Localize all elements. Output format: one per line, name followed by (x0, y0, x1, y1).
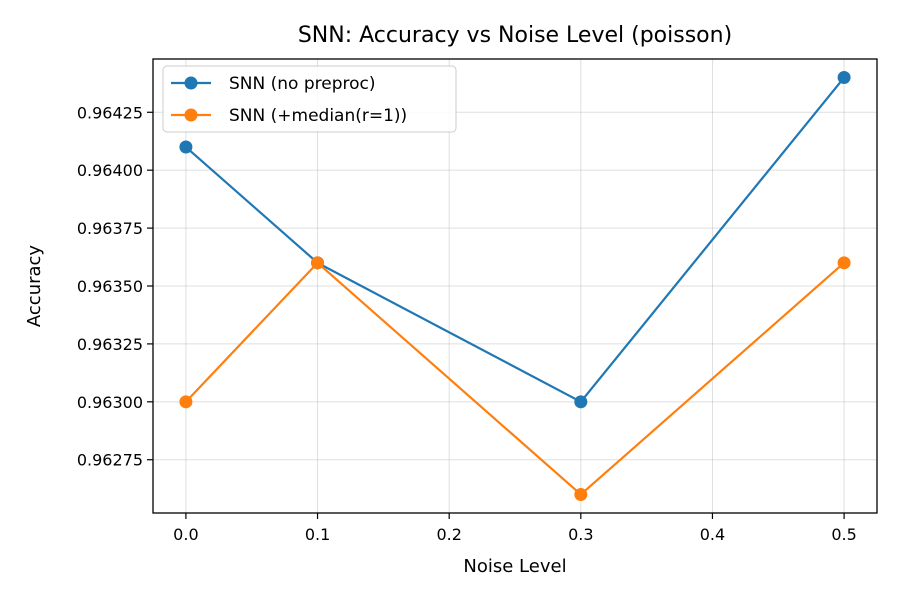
legend: SNN (no preproc) SNN (+median(r=1)) (162, 65, 457, 133)
legend-label: SNN (no preproc) (229, 74, 376, 94)
y-tick-label: 0.96325 (77, 335, 143, 354)
y-tick-label: 0.96375 (77, 219, 143, 238)
series-layer (179, 71, 851, 501)
y-tick-label: 0.96350 (77, 277, 143, 296)
x-tick-label: 0.2 (436, 525, 461, 544)
x-tick-label: 0.5 (831, 525, 856, 544)
legend-marker (184, 76, 198, 90)
x-axis-label: Noise Level (463, 556, 566, 577)
data-point (574, 487, 588, 501)
x-tick-label: 0.4 (700, 525, 725, 544)
data-point (837, 256, 851, 270)
data-point (574, 395, 588, 409)
legend-frame (162, 65, 457, 133)
y-axis: 0.96275 0.96300 0.96325 0.96350 0.96375 0.964… (77, 103, 153, 470)
x-tick-label: 0.0 (173, 525, 198, 544)
data-point (311, 256, 325, 270)
chart-title: SNN: Accuracy vs Noise Level (poisson) (298, 23, 732, 48)
y-axis-label: Accuracy (24, 245, 45, 328)
y-tick-label: 0.96300 (77, 393, 143, 412)
y-tick-label: 0.96425 (77, 103, 143, 122)
legend-marker (184, 108, 198, 122)
series-line-1 (185, 76, 845, 403)
y-tick-label: 0.96275 (77, 451, 143, 470)
legend-label: SNN (+median(r=1)) (229, 106, 407, 126)
x-axis: 0.0 0.1 0.2 0.3 0.4 0.5 (173, 513, 857, 544)
x-tick-label: 0.1 (305, 525, 330, 544)
y-tick-label: 0.96400 (77, 161, 143, 180)
data-point (179, 140, 193, 154)
data-point (837, 71, 851, 85)
series-line-2 (185, 261, 845, 496)
data-point (179, 395, 193, 409)
grid (153, 59, 877, 513)
x-tick-label: 0.3 (568, 525, 593, 544)
